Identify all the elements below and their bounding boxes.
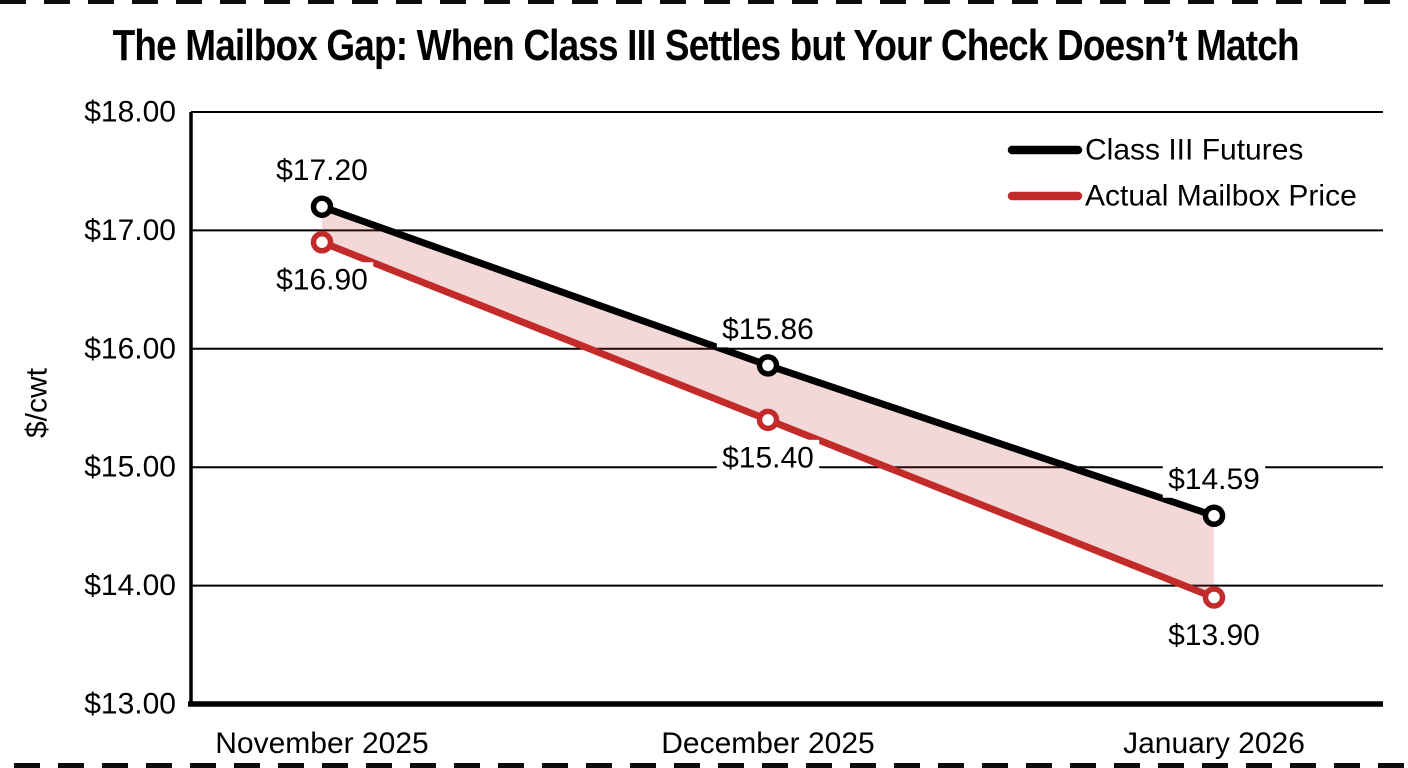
data-point-marker: [310, 195, 334, 218]
data-point-label: $16.90: [276, 264, 368, 297]
data-point-marker: [756, 408, 780, 432]
data-point-label-bg: [1162, 461, 1266, 498]
top-edge-dashed-line: [0, 0, 1408, 4]
data-point-label: $14.59: [1168, 463, 1260, 496]
data-point-label: $17.20: [276, 154, 368, 187]
y-tick-label: $17.00: [84, 214, 176, 247]
data-point-label-bg: [716, 439, 820, 476]
data-point-marker: [1202, 586, 1226, 609]
legend-label: Class III Futures: [1085, 134, 1303, 167]
y-tick-label: $15.00: [84, 451, 176, 484]
mailbox-gap-shaded-area: [322, 206, 1214, 598]
data-point-label-bg: [270, 262, 374, 299]
y-axis-title: $/cwt: [21, 367, 54, 438]
data-point-marker: [1202, 504, 1226, 527]
data-point-label: $15.40: [722, 441, 814, 474]
data-point-label: $13.90: [1168, 619, 1260, 652]
x-tick-label: November 2025: [215, 727, 428, 760]
data-point-marker: [756, 354, 780, 377]
data-point-marker: [310, 230, 334, 254]
x-tick-label: January 2026: [1123, 727, 1305, 760]
data-point-label: $15.86: [722, 313, 814, 346]
legend-label: Actual Mailbox Price: [1085, 180, 1357, 213]
chart-title: The Mailbox Gap: When Class III Settles …: [112, 21, 1300, 70]
y-tick-label: $14.00: [84, 569, 176, 602]
data-point-label-bg: [716, 311, 820, 348]
bottom-edge-dashed-line: [0, 763, 1408, 768]
y-tick-label: $18.00: [84, 96, 176, 129]
y-tick-label: $16.00: [84, 332, 176, 365]
y-tick-label: $13.00: [84, 688, 176, 721]
data-point-label-bg: [270, 152, 374, 189]
data-point-label-bg: [1162, 617, 1266, 654]
x-tick-label: December 2025: [661, 727, 874, 760]
